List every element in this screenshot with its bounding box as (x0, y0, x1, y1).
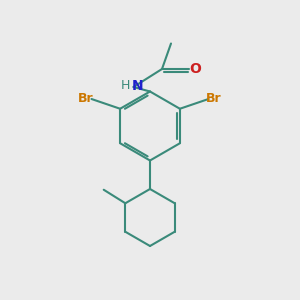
Text: H: H (120, 79, 130, 92)
Text: Br: Br (206, 92, 222, 106)
Text: O: O (190, 62, 202, 76)
Text: N: N (131, 79, 143, 92)
Text: Br: Br (78, 92, 94, 106)
